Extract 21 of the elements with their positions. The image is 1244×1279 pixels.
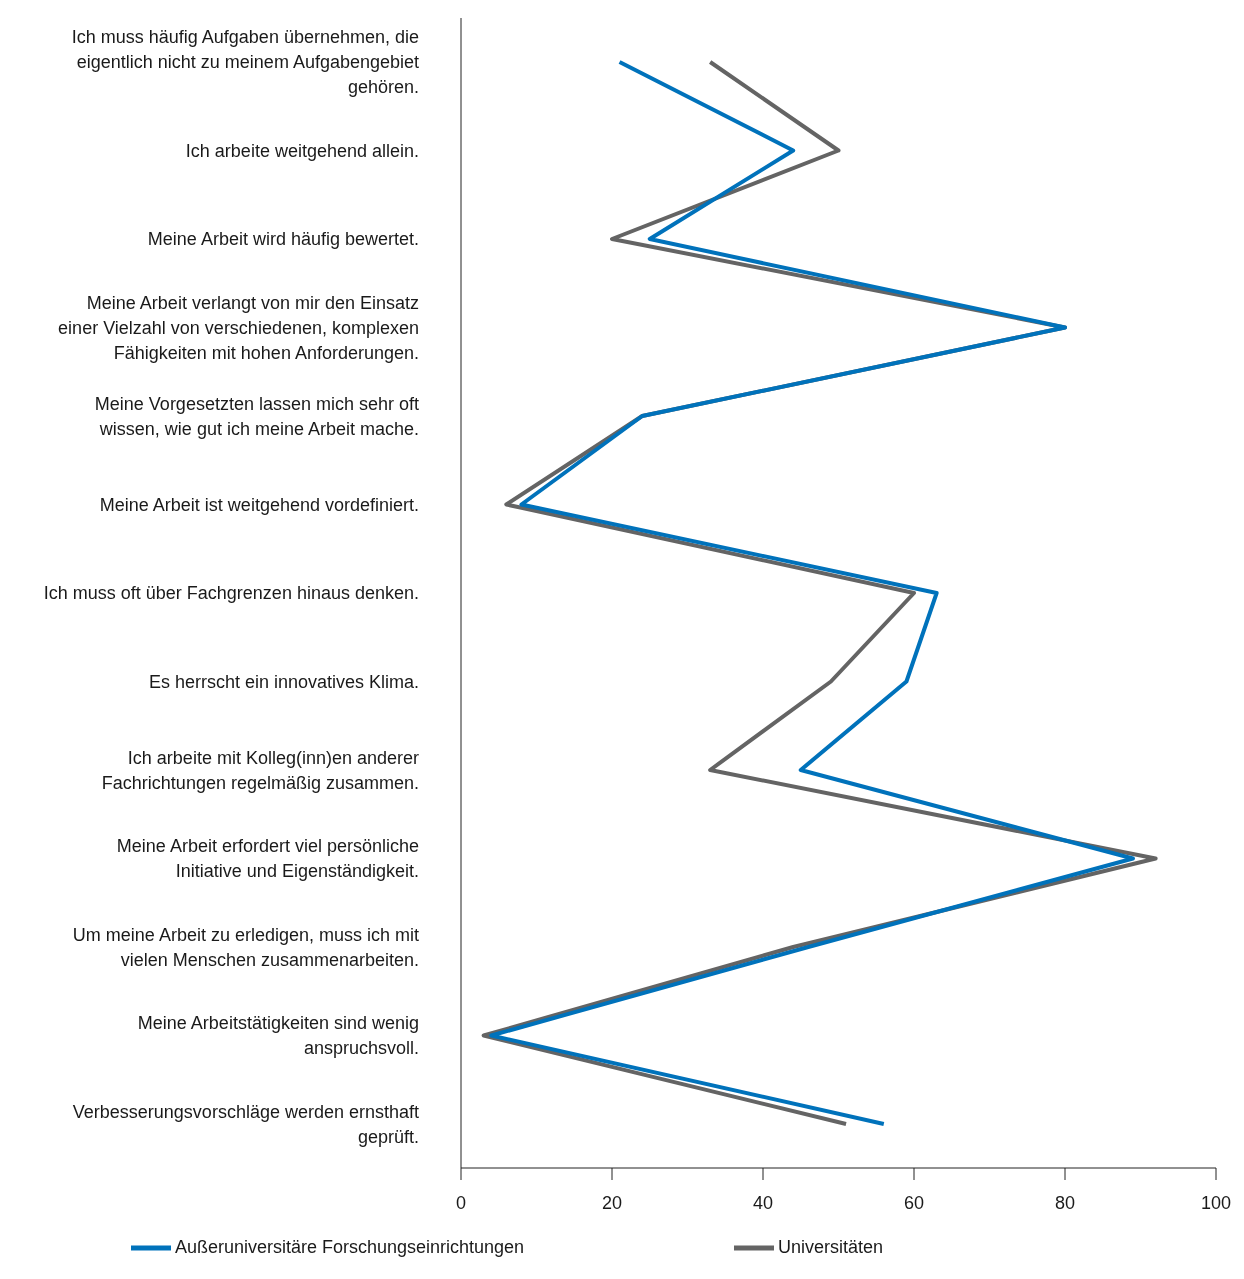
y-tick-label: Meine Arbeitstätigkeiten sind wenig anspruchsvoll. [137, 1013, 419, 1058]
x-tick-label: 60 [903, 1192, 925, 1213]
y-tick-label: Meine Vorgesetzten lassen mich sehr oft wissen, wie gut ich meine Arbeit mache. [94, 393, 419, 439]
y-tick-label: Meine Arbeit wird häufig bewertet. [147, 229, 419, 249]
y-tick-label: Es herrscht ein innovatives Klima. [148, 671, 419, 692]
x-tick-label: 80 [1054, 1192, 1076, 1213]
y-tick-label: Ich muss häufig Aufgaben übernehmen, die eigentlich nicht zu meinem Aufgabengebiet gehören. [71, 27, 419, 97]
x-tick-label: 40 [752, 1192, 774, 1213]
y-tick-label: Ich muss oft über Fachgrenzen hinaus denken. [43, 583, 419, 603]
legend-label: Universitäten [778, 1236, 884, 1257]
x-tick-label: 100 [1200, 1192, 1232, 1213]
y-tick-label: Um meine Arbeit zu erledigen, muss ich mit vielen Menschen zusammenarbeiten. [72, 924, 419, 970]
x-tick-label: 0 [455, 1192, 467, 1213]
y-tick-label: Ich arbeite mit Kolleg(inn)en anderer Fachrichtungen regelmäßig zusammen. [101, 747, 419, 793]
legend-label: Außeruniversitäre Forschungseinrichtungen [174, 1236, 525, 1257]
y-tick-label: Meine Arbeit verlangt von mir den Einsatz einer Vielzahl von verschiedenen, komplexen Fähigkeiten mit hohen Anforderungen. [58, 292, 419, 363]
y-tick-label: Meine Arbeit erfordert viel persönliche Initiative und Eigenständigkeit. [116, 836, 419, 881]
x-tick-label: 20 [601, 1192, 623, 1213]
y-tick-label: Verbesserungsvorschläge werden ernsthaft geprüft. [72, 1101, 419, 1147]
y-tick-label: Ich arbeite weitgehend allein. [185, 140, 419, 161]
y-tick-label: Meine Arbeit ist weitgehend vordefiniert. [99, 494, 419, 515]
